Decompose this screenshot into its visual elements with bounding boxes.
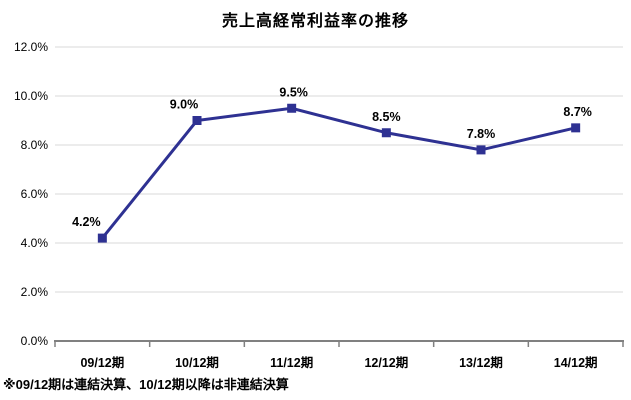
data-point-label: 9.0% [170, 98, 199, 112]
y-axis-tick-label: 12.0% [14, 40, 48, 54]
data-point-marker [287, 103, 297, 113]
x-axis-category-label: 13/12期 [459, 355, 503, 370]
data-point-marker [97, 233, 107, 243]
data-point-label: 9.5% [279, 85, 308, 99]
chart-footnote: ※09/12期は連結決算、10/12期以降は非連結決算 [3, 377, 289, 392]
x-axis-category-label: 14/12期 [554, 355, 598, 370]
data-point-marker [571, 123, 581, 133]
y-axis-tick-label: 6.0% [21, 187, 49, 201]
x-axis-category-label: 10/12期 [175, 355, 219, 370]
chart-title: 売上高経常利益率の推移 [221, 13, 409, 30]
y-axis-tick-label: 10.0% [14, 89, 48, 103]
x-axis-category-label: 12/12期 [364, 355, 408, 370]
x-axis-category-label: 09/12期 [80, 355, 124, 370]
data-point-label: 7.8% [467, 127, 496, 141]
data-point-label: 4.2% [72, 215, 101, 229]
data-point-label: 8.5% [372, 110, 401, 124]
data-line-series [101, 106, 577, 240]
data-point-marker [381, 128, 391, 138]
y-axis-tick-label: 4.0% [21, 236, 49, 250]
y-axis-tick-label: 8.0% [21, 138, 49, 152]
y-axis-tick-label: 0.0% [21, 334, 49, 348]
data-point-marker [476, 145, 486, 155]
y-axis-tick-label: 2.0% [21, 285, 49, 299]
data-point-marker [192, 116, 202, 125]
x-axis-category-label: 11/12期 [270, 355, 313, 370]
data-point-label: 8.7% [563, 105, 592, 119]
